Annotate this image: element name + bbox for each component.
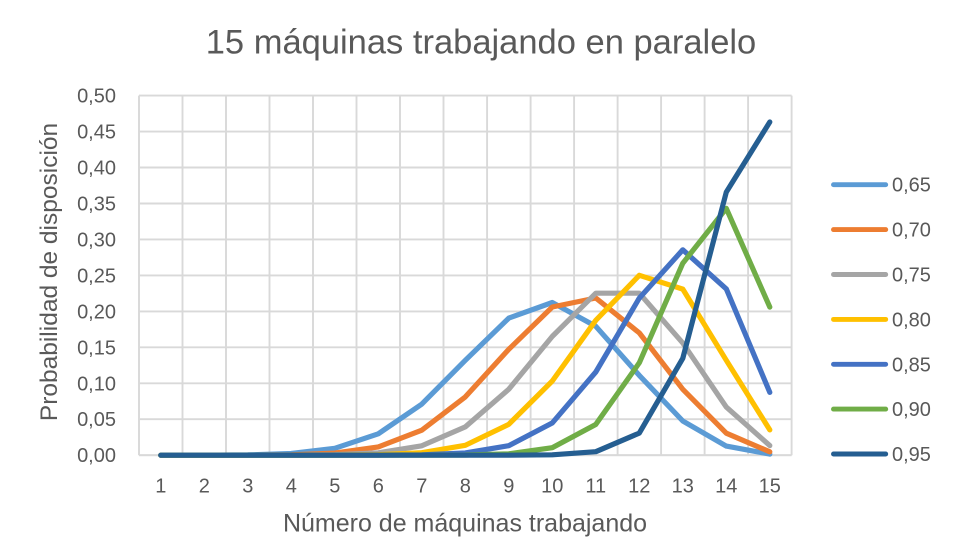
svg-text:6: 6 [373,476,384,498]
svg-text:15: 15 [759,476,781,498]
svg-text:0,35: 0,35 [77,194,116,216]
svg-text:0,20: 0,20 [77,301,116,323]
svg-text:0,85: 0,85 [892,354,931,376]
svg-text:0,15: 0,15 [77,337,116,359]
svg-text:9: 9 [503,476,514,498]
svg-text:15 máquinas trabajando en para: 15 máquinas trabajando en paralelo [206,24,756,62]
svg-text:0,65: 0,65 [892,175,931,197]
svg-text:0,05: 0,05 [77,409,116,431]
svg-text:0,30: 0,30 [77,229,116,251]
svg-text:0,90: 0,90 [892,399,931,421]
svg-text:0,75: 0,75 [892,265,931,287]
svg-text:12: 12 [628,476,650,498]
svg-text:0,80: 0,80 [892,309,931,331]
svg-text:4: 4 [286,476,297,498]
svg-text:14: 14 [715,476,737,498]
svg-text:0,70: 0,70 [892,220,931,242]
svg-text:3: 3 [242,476,253,498]
svg-text:0,40: 0,40 [77,158,116,180]
svg-text:7: 7 [416,476,427,498]
svg-text:0,95: 0,95 [892,444,931,466]
svg-text:5: 5 [329,476,340,498]
svg-text:11: 11 [585,476,606,498]
svg-text:0,00: 0,00 [77,445,116,467]
svg-text:0,45: 0,45 [77,122,116,144]
svg-text:2: 2 [199,476,210,498]
svg-text:Probabilidad de disposición: Probabilidad de disposición [36,123,63,421]
svg-text:0,10: 0,10 [77,373,116,395]
svg-text:13: 13 [672,476,694,498]
svg-text:0,25: 0,25 [77,265,116,287]
svg-text:10: 10 [541,476,563,498]
svg-text:1: 1 [155,476,166,498]
svg-text:8: 8 [460,476,471,498]
svg-text:Número de máquinas trabajando: Número de máquinas trabajando [283,510,647,538]
svg-text:0,50: 0,50 [77,86,116,108]
